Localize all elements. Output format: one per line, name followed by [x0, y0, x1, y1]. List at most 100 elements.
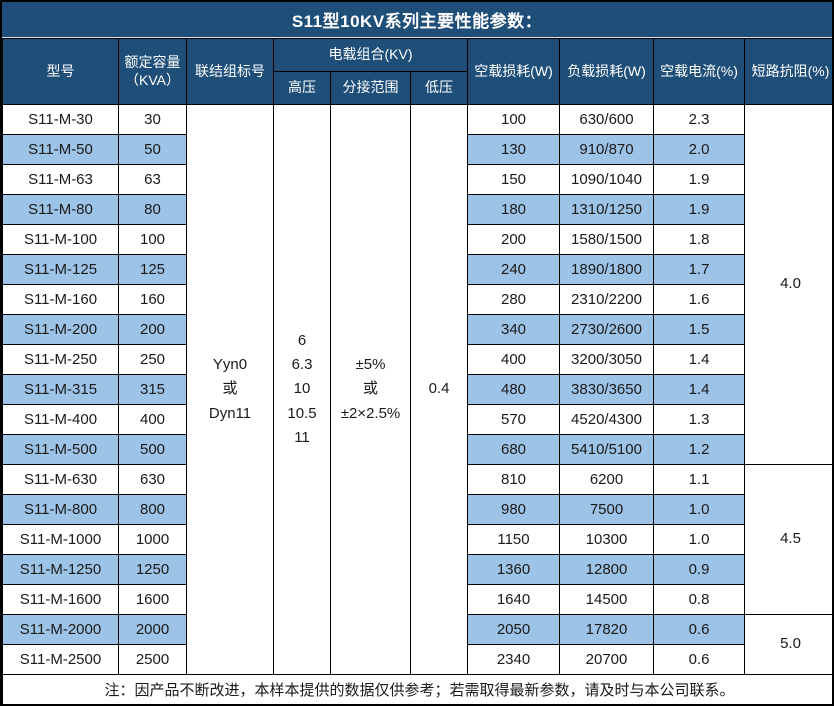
capacity-cell: 400 [118, 404, 187, 435]
model-cell: S11-M-200 [2, 314, 119, 345]
capacity-cell: 200 [118, 314, 187, 345]
model-cell: S11-M-630 [2, 464, 119, 495]
no-load-current-cell: 0.8 [653, 584, 745, 615]
no-load-loss-cell: 2050 [467, 614, 560, 645]
header-capacity: 额定容量 （KVA） [118, 38, 187, 105]
model-cell: S11-M-30 [2, 104, 119, 135]
table-row: S11-M-30 30 Yyn0 或 Dyn11 6 6.3 10 10.5 1… [2, 104, 832, 675]
capacity-cell: 63 [118, 164, 187, 195]
no-load-loss-cell: 680 [467, 434, 560, 465]
capacity-cell: 800 [118, 494, 187, 525]
table-row: S11-M-80 80 180 1310/1250 1.9 [2, 194, 833, 225]
model-cell: S11-M-1250 [2, 554, 119, 585]
load-loss-cell: 12800 [559, 554, 654, 585]
no-load-current-cell: 1.9 [653, 194, 745, 225]
model-cell: S11-M-1000 [2, 524, 119, 555]
model-cell: S11-M-63 [2, 164, 119, 195]
capacity-cell: 1600 [118, 584, 187, 615]
header-load-combo: 电载组合(KV) [273, 38, 468, 72]
table-row: S11-M-100 100 200 1580/1500 1.8 [2, 224, 833, 255]
model-cell: S11-M-2500 [2, 644, 119, 675]
no-load-current-cell: 1.2 [653, 434, 745, 465]
no-load-current-cell: 0.6 [653, 644, 745, 675]
model-cell: S11-M-315 [2, 374, 119, 405]
table-row: S11-M-125 125 240 1890/1800 1.7 [2, 254, 833, 285]
capacity-cell: 1000 [118, 524, 187, 555]
capacity-cell: 125 [118, 254, 187, 285]
no-load-current-cell: 1.1 [653, 464, 745, 495]
header-row-2: 高压 分接范围 低压 [3, 71, 833, 105]
load-loss-cell: 630/600 [559, 104, 654, 135]
no-load-current-cell: 1.3 [653, 404, 745, 435]
load-loss-cell: 3830/3650 [559, 374, 654, 405]
no-load-loss-cell: 810 [467, 464, 560, 495]
capacity-cell: 100 [118, 224, 187, 255]
no-load-loss-cell: 130 [467, 134, 560, 165]
no-load-loss-cell: 2340 [467, 644, 560, 675]
footer-row: 注：因产品不断改进，本样本提供的数据仅供参考；若需取得最新参数，请及时与本公司联… [2, 674, 832, 704]
table-row: S11-M-1250 1250 1360 12800 0.9 [2, 554, 833, 585]
no-load-current-cell: 1.0 [653, 494, 745, 525]
connection-merged-cell: Yyn0 或 Dyn11 [186, 104, 274, 675]
table-row: S11-M-200 200 340 2730/2600 1.5 [2, 314, 833, 345]
table-row: S11-M-63 63 150 1090/1040 1.9 [2, 164, 833, 195]
table-row: S11-M-160 160 280 2310/2200 1.6 [2, 284, 833, 315]
page-title: S11型10KV系列主要性能参数： [2, 2, 832, 38]
model-cell: S11-M-500 [2, 434, 119, 465]
header-row-1: 型号 额定容量 （KVA） 联结组标号 电载组合(KV) 空载损耗(W) 负载损… [2, 38, 832, 105]
no-load-loss-cell: 570 [467, 404, 560, 435]
table-body: S11-M-30 30 Yyn0 或 Dyn11 6 6.3 10 10.5 1… [2, 104, 833, 675]
no-load-loss-cell: 480 [467, 374, 560, 405]
table-footer: 注：因产品不断改进，本样本提供的数据仅供参考；若需取得最新参数，请及时与本公司联… [2, 674, 832, 704]
model-cell: S11-M-160 [2, 284, 119, 315]
no-load-current-cell: 1.4 [653, 344, 745, 375]
load-loss-cell: 910/870 [559, 134, 654, 165]
load-loss-cell: 2310/2200 [559, 284, 654, 315]
load-loss-cell: 4520/4300 [559, 404, 654, 435]
load-loss-cell: 1890/1800 [559, 254, 654, 285]
no-load-current-cell: 0.9 [653, 554, 745, 585]
model-cell: S11-M-250 [2, 344, 119, 375]
no-load-current-cell: 2.3 [653, 104, 745, 135]
capacity-cell: 500 [118, 434, 187, 465]
tap-range-merged-cell: ±5% 或 ±2×2.5% [330, 104, 411, 675]
model-cell: S11-M-100 [2, 224, 119, 255]
header-hv: 高压 [273, 71, 331, 105]
table-row: S11-M-2500 2500 2340 20700 0.6 [2, 644, 833, 675]
capacity-cell: 50 [118, 134, 187, 165]
lv-merged-cell: 0.4 [410, 104, 468, 675]
no-load-loss-cell: 240 [467, 254, 560, 285]
load-loss-cell: 1580/1500 [559, 224, 654, 255]
capacity-cell: 315 [118, 374, 187, 405]
no-load-current-cell: 1.0 [653, 524, 745, 555]
model-cell: S11-M-2000 [2, 614, 119, 645]
impedance-group-cell: 4.5 [744, 464, 832, 615]
header-model: 型号 [2, 38, 119, 105]
load-loss-cell: 2730/2600 [559, 314, 654, 345]
header-lv: 低压 [410, 71, 468, 105]
load-loss-cell: 3200/3050 [559, 344, 654, 375]
model-cell: S11-M-800 [2, 494, 119, 525]
spec-table: 型号 额定容量 （KVA） 联结组标号 电载组合(KV) 空载损耗(W) 负载损… [2, 38, 833, 704]
capacity-cell: 160 [118, 284, 187, 315]
no-load-loss-cell: 400 [467, 344, 560, 375]
no-load-loss-cell: 340 [467, 314, 560, 345]
impedance-group-cell: 4.0 [744, 104, 832, 465]
no-load-loss-cell: 100 [467, 104, 560, 135]
load-loss-cell: 17820 [559, 614, 654, 645]
load-loss-cell: 1090/1040 [559, 164, 654, 195]
no-load-loss-cell: 980 [467, 494, 560, 525]
load-loss-cell: 1310/1250 [559, 194, 654, 225]
load-loss-cell: 5410/5100 [559, 434, 654, 465]
model-cell: S11-M-400 [2, 404, 119, 435]
no-load-current-cell: 1.5 [653, 314, 745, 345]
load-loss-cell: 7500 [559, 494, 654, 525]
no-load-loss-cell: 150 [467, 164, 560, 195]
footnote: 注：因产品不断改进，本样本提供的数据仅供参考；若需取得最新参数，请及时与本公司联… [2, 674, 832, 704]
load-loss-cell: 6200 [559, 464, 654, 495]
no-load-current-cell: 1.8 [653, 224, 745, 255]
no-load-loss-cell: 1360 [467, 554, 560, 585]
no-load-loss-cell: 280 [467, 284, 560, 315]
no-load-loss-cell: 1640 [467, 584, 560, 615]
